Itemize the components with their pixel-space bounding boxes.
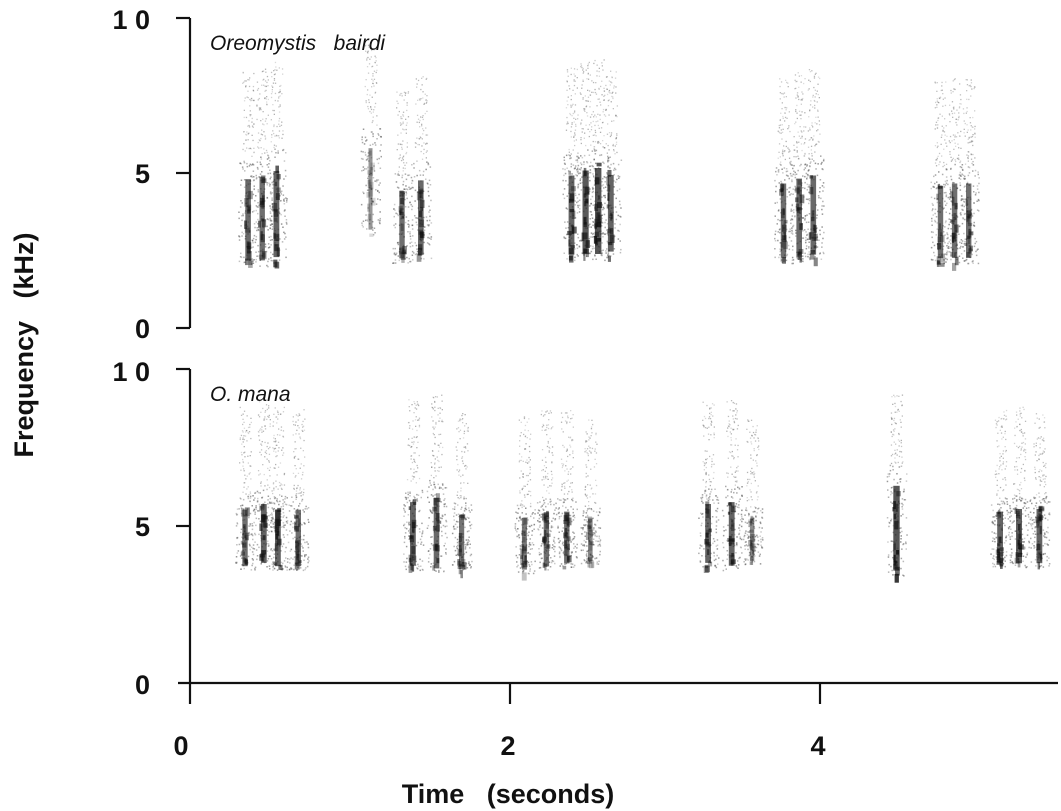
- syllable-mark: [588, 59, 610, 262]
- syllable-stroke: [1036, 509, 1043, 564]
- syllable-stroke: [595, 168, 602, 254]
- syllable-mark: [580, 419, 602, 569]
- syllable-mark: [410, 76, 433, 262]
- syllable-mark: [426, 394, 448, 573]
- syllable-mark: [288, 409, 310, 572]
- y-tick-label-top-10: 1 0: [112, 5, 150, 35]
- syllable-mark: [742, 419, 764, 566]
- syllable-stroke: [1016, 509, 1022, 564]
- syllable-stroke: [418, 180, 424, 255]
- syllable-mark: [235, 406, 256, 571]
- syllable-stroke: [399, 191, 405, 259]
- syllable-stroke: [521, 517, 527, 570]
- syllable-stroke: [245, 179, 251, 261]
- syllable-mark: [238, 71, 260, 268]
- syllable-mark: [698, 401, 720, 573]
- y-tick-label-top-0: 0: [135, 314, 150, 344]
- syllable-mark: [789, 72, 811, 263]
- syllable-mark: [536, 410, 558, 571]
- syllable-mark: [600, 70, 623, 262]
- syllable-marks-bottom: [235, 394, 1051, 583]
- syllable-mark: [1009, 406, 1031, 569]
- syllable-mark: [930, 81, 952, 267]
- syllable-mark: [774, 78, 795, 265]
- syllable-stroke: [259, 176, 265, 261]
- y-axis-title: Frequency (kHz): [9, 232, 39, 457]
- syllable-stroke: [796, 178, 802, 258]
- syllable-stroke: [368, 148, 373, 230]
- syllable-mark: [1029, 413, 1051, 570]
- syllable-mark: [990, 409, 1012, 569]
- syllable-mark: [959, 79, 980, 265]
- syllable-stroke: [780, 183, 787, 258]
- syllable-stroke: [951, 183, 958, 258]
- syllable-stroke: [295, 509, 301, 567]
- syllable-mark: [562, 67, 583, 263]
- species-label-bottom: O. mana: [210, 383, 291, 406]
- syllable-stroke: [568, 175, 575, 255]
- x-tick-label-2: 2: [500, 731, 515, 761]
- syllable-mark: [576, 61, 598, 261]
- syllable-stroke: [582, 170, 589, 255]
- syllable-stroke: [260, 504, 267, 563]
- syllable-mark: [451, 413, 473, 579]
- syllable-stroke: [937, 186, 944, 259]
- x-axis-title: Time (seconds): [402, 779, 615, 809]
- y-tick-label-bottom-0: 0: [135, 670, 150, 700]
- syllable-mark: [557, 410, 578, 570]
- panel-oreomystis-bairdi: 1 0 5 0 Oreomystis bairdi: [112, 5, 980, 344]
- syllable-stroke: [728, 502, 735, 566]
- species-label-top: Oreomystis bairdi: [210, 32, 386, 55]
- syllable-mark: [886, 394, 908, 583]
- x-axis: 0 2 4 Time (seconds): [173, 681, 1058, 809]
- syllable-stroke: [749, 518, 755, 561]
- syllable-mark: [803, 69, 825, 267]
- syllable-mark: [360, 44, 382, 237]
- panel-o-mana: 1 0 5 0 O. mana: [112, 357, 1051, 700]
- x-tick-label-4: 4: [810, 731, 825, 761]
- y-tick-label-bottom-10: 1 0: [112, 357, 150, 387]
- syllable-stroke: [433, 497, 440, 569]
- syllable-stroke: [810, 175, 817, 255]
- syllable-mark: [403, 399, 425, 573]
- syllable-stroke: [564, 511, 570, 564]
- syllable-mark: [268, 406, 290, 571]
- syllable-mark: [721, 400, 743, 572]
- syllable-mark: [254, 401, 276, 569]
- y-tick-label-bottom-5: 5: [135, 512, 150, 542]
- syllable-stroke: [410, 502, 416, 566]
- syllable-marks-top: [238, 44, 980, 271]
- x-tick-label-0: 0: [173, 731, 188, 761]
- syllable-stroke: [588, 518, 593, 561]
- syllable-mark: [392, 91, 414, 264]
- y-tick-label-top-5: 5: [135, 159, 150, 189]
- syllable-mark: [266, 61, 288, 269]
- syllable-mark: [514, 416, 536, 581]
- syllable-mark: [252, 68, 274, 268]
